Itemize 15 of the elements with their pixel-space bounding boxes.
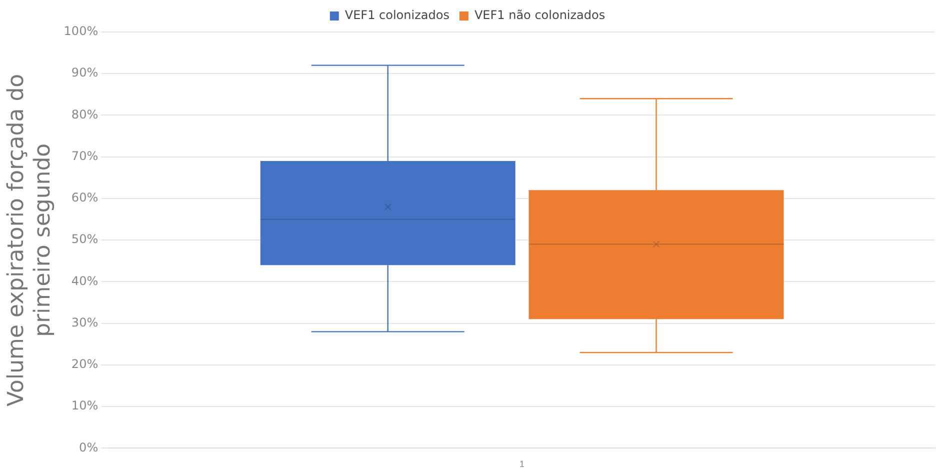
x-tick-label: 1	[520, 459, 525, 470]
legend-label: VEF1 não colonizados	[474, 8, 606, 22]
y-tick-label: 30%	[71, 315, 98, 330]
y-tick-label: 80%	[71, 107, 98, 122]
y-tick-label: 10%	[71, 398, 98, 413]
y-tick-label: 70%	[71, 148, 98, 163]
y-tick-label: 50%	[71, 232, 98, 246]
y-tick-label: 90%	[71, 66, 98, 80]
y-tick-label: 100%	[64, 24, 98, 38]
legend-label: VEF1 colonizados	[344, 8, 450, 22]
y-tick-label: 20%	[71, 357, 98, 372]
y-axis-title: Volume expiratorio forçada do primeiro segundo	[4, 74, 56, 406]
y-tick-label: 0%	[79, 440, 98, 454]
y-tick-label: 60%	[71, 190, 98, 205]
y-tick-label: 40%	[71, 274, 98, 288]
